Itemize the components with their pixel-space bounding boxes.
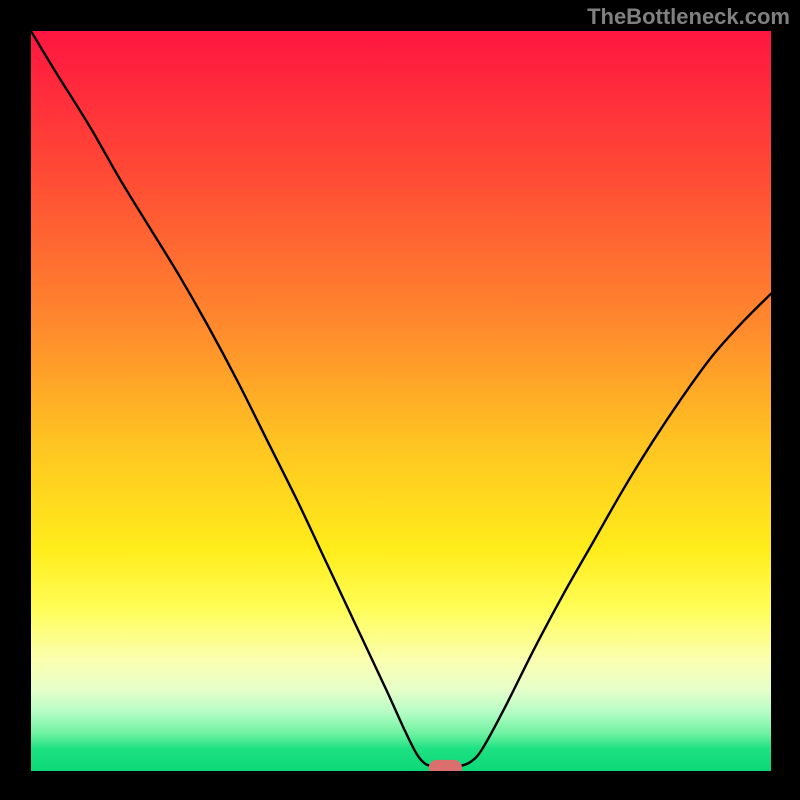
chart-container: TheBottleneck.com bbox=[0, 0, 800, 800]
bottleneck-chart bbox=[31, 31, 771, 771]
optimal-point-marker bbox=[429, 760, 462, 771]
gradient-background bbox=[31, 31, 771, 771]
watermark-label: TheBottleneck.com bbox=[587, 4, 790, 30]
